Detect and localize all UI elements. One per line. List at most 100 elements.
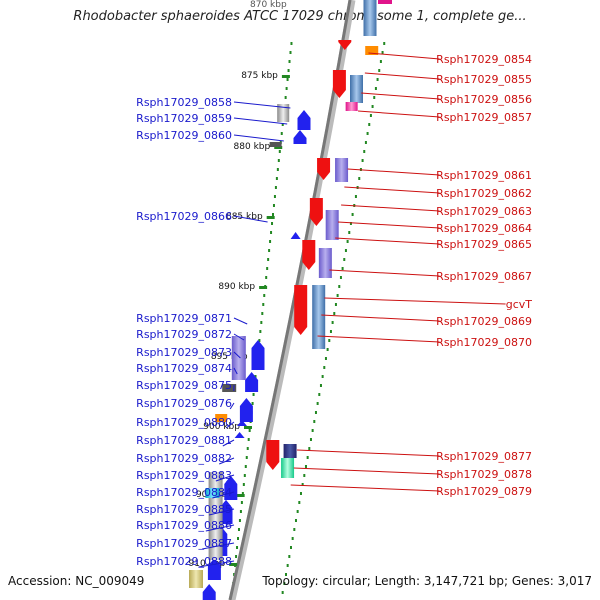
right-border-dot (316, 402, 319, 405)
left-border-dot (269, 240, 272, 243)
right-border-dot (363, 150, 366, 153)
right-border-dot (339, 276, 342, 279)
left-leader-line (212, 491, 235, 499)
right-leader-line (324, 297, 506, 305)
scale-tick-mark (281, 75, 290, 78)
right-border-dot (294, 519, 297, 522)
left-border-dot (254, 375, 257, 378)
right-border-dot (381, 51, 384, 54)
right-leader-line (347, 168, 440, 176)
left-gene-label: Rsph17029_0866 (136, 210, 232, 223)
left-border-dot (280, 132, 283, 135)
scale-tick-mark (243, 426, 252, 429)
scale-tick-label: 875 kbp (241, 71, 278, 81)
gene-feature-block (350, 75, 363, 103)
right-border-dot (349, 222, 352, 225)
left-border-dot (286, 78, 289, 81)
left-border-dot (275, 177, 278, 180)
scale-tick-label: 895 kbp (211, 352, 248, 362)
right-gene-label: Rsph17029_0854 (436, 53, 532, 66)
right-leader-line (364, 72, 440, 80)
left-border-dot (270, 231, 273, 234)
map-title: Rhodobacter sphaeroides ATCC 17029 chrom… (73, 9, 527, 24)
left-leader-line (233, 367, 238, 375)
left-border-dot (243, 474, 246, 477)
left-gene-label: Rsph17029_0880 (136, 416, 232, 429)
left-gene-label: Rsph17029_0883 (136, 469, 232, 482)
left-border-dot (288, 60, 291, 63)
left-border-dot (252, 393, 255, 396)
right-border-dot (366, 132, 369, 135)
right-border-dot (328, 339, 331, 342)
right-border-dot (281, 591, 284, 594)
left-gene-label: Rsph17029_0858 (136, 96, 232, 109)
forward-gene-arrow (293, 130, 307, 144)
right-leader-line (329, 269, 440, 277)
left-leader-line (208, 508, 235, 516)
gene-feature-block (365, 46, 379, 55)
right-border-dot (293, 528, 296, 531)
right-gene-label: Rsph17029_0855 (436, 73, 532, 86)
gene-feature-block (283, 444, 297, 458)
right-border-dot (303, 474, 306, 477)
right-border-dot (351, 213, 354, 216)
reverse-gene-arrow (338, 40, 352, 50)
gene-feature-block (345, 102, 358, 111)
left-gene-label: Rsph17029_0873 (136, 346, 232, 359)
left-border-dot (287, 69, 290, 72)
right-border-dot (344, 249, 347, 252)
right-border-dot (368, 123, 371, 126)
left-border-dot (238, 519, 241, 522)
left-leader-line (205, 524, 235, 532)
right-leader-line (344, 186, 440, 194)
scale-tick-mark (236, 494, 245, 497)
right-border-dot (306, 456, 309, 459)
left-border-dot (285, 87, 288, 90)
left-leader-line (229, 402, 235, 410)
gene-feature-block (222, 384, 237, 392)
left-leader-line (198, 560, 235, 568)
reverse-gene-arrow (309, 198, 323, 226)
gene-feature-block (231, 336, 246, 380)
right-gene-label: Rsph17029_0863 (436, 205, 532, 218)
left-border-dot (239, 510, 242, 513)
left-leader-line (233, 317, 248, 325)
scale-tick-label: 885 kbp (226, 212, 263, 222)
left-gene-label: Rsph17029_0885 (136, 503, 232, 516)
left-border-dot (233, 573, 236, 576)
gene-feature-block (335, 158, 349, 182)
reverse-gene-arrow (266, 440, 280, 470)
right-leader-line (357, 110, 440, 118)
left-leader-line (215, 474, 235, 482)
forward-gene-arrow (202, 584, 216, 600)
left-leader-line (219, 457, 235, 465)
forward-gene-arrow (245, 372, 259, 392)
left-border-dot (290, 42, 293, 45)
reverse-gene-arrow (294, 285, 308, 335)
right-border-dot (308, 447, 311, 450)
left-border-dot (251, 402, 254, 405)
right-border-dot (341, 267, 344, 270)
left-leader-line (233, 215, 268, 223)
left-gene-label: Rsph17029_0884 (136, 486, 232, 499)
left-border-dot (266, 267, 269, 270)
left-border-dot (273, 195, 276, 198)
left-border-dot (237, 528, 240, 531)
left-border-dot (278, 150, 281, 153)
left-border-dot (248, 429, 251, 432)
left-border-dot (262, 303, 265, 306)
right-border-dot (298, 501, 301, 504)
right-border-dot (326, 348, 329, 351)
left-gene-label: Rsph17029_0875 (136, 379, 232, 392)
right-border-dot (361, 159, 364, 162)
right-border-dot (286, 564, 289, 567)
right-gene-label: Rsph17029_0870 (436, 336, 532, 349)
gene-feature-block (312, 285, 326, 349)
left-gene-label: Rsph17029_0876 (136, 397, 232, 410)
left-leader-line (233, 134, 284, 142)
left-leader-line (233, 117, 288, 125)
forward-gene-arrow (297, 110, 311, 130)
left-border-dot (261, 312, 264, 315)
forward-gene-arrow (237, 420, 247, 426)
